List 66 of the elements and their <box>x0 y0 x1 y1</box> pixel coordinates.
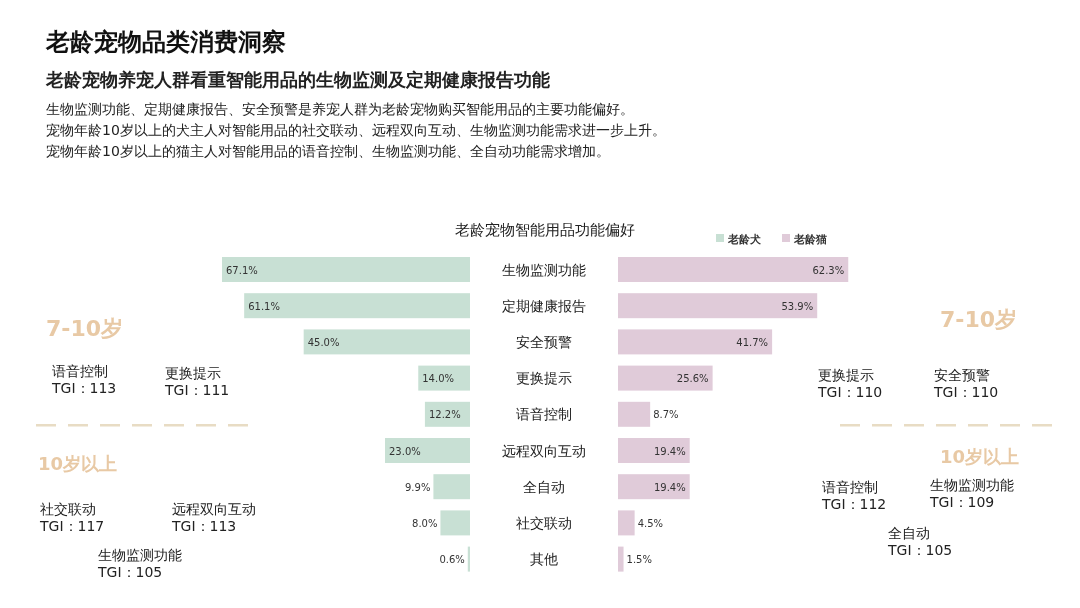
data-label: 41.7% <box>736 336 769 348</box>
data-label: 45.0% <box>307 336 340 348</box>
data-label: 8.7% <box>653 409 679 421</box>
text: 7-10岁 <box>940 307 1018 332</box>
y-tick-label: 语音控制 <box>516 406 572 423</box>
bar <box>618 257 849 282</box>
data-label: 67.1% <box>226 264 258 276</box>
text: 生物监测功能 TGI：105 <box>97 547 182 580</box>
y-tick-label: 远程双向互动 <box>502 442 586 459</box>
annotation: 更换提示 TGI：111 <box>164 365 230 398</box>
data-label: 14.0% <box>422 373 455 385</box>
bar <box>384 438 470 463</box>
data-label: 19.4% <box>653 445 686 457</box>
text: 宠物年龄10岁以上的犬主人对智能用品的社交联动、远程双向互动、生物监测功能需求进一步上升。 <box>46 122 666 138</box>
data-label: 9.9% <box>405 481 431 493</box>
text: 宠物年龄10岁以上的猫主人对智能用品的语音控制、生物监测功能、全自动功能需求增加。 <box>46 143 610 159</box>
bar <box>618 401 651 427</box>
text: 生物监测功能 TGI：109 <box>929 477 1014 510</box>
y-tick-label: 社交联动 <box>516 514 572 531</box>
bar <box>222 257 470 282</box>
bar <box>618 293 818 319</box>
text: 安全预警 TGI：110 <box>933 367 999 400</box>
bar <box>418 365 470 391</box>
data-label: 61.1% <box>248 300 280 312</box>
bar <box>618 438 690 463</box>
y-tick-label: 生物监测功能 <box>502 261 586 278</box>
bar <box>440 510 470 536</box>
data-label: 1.5% <box>626 554 652 566</box>
bar <box>303 329 470 355</box>
annotation: 语音控制 TGI：112 <box>821 479 887 512</box>
y-tick-label: 安全预警 <box>516 333 572 350</box>
bar <box>433 474 470 500</box>
y-tick-label: 其他 <box>530 551 558 568</box>
bar <box>244 293 470 319</box>
data-label: 4.5% <box>637 517 664 529</box>
text: 老龄宠物智能用品功能偏好 <box>455 221 635 239</box>
text: 10岁以上 <box>940 446 1020 467</box>
data-label: 62.3% <box>812 264 845 276</box>
y-tick-label: 定期健康报告 <box>502 297 586 314</box>
bar <box>618 510 635 536</box>
chart-title: 老龄宠物品类消费洞察 <box>45 28 286 56</box>
legend-label: 老龄猫 <box>793 233 827 246</box>
data-label: 0.6% <box>439 554 465 566</box>
legend-label: 老龄犬 <box>727 233 762 246</box>
bar <box>618 365 713 391</box>
bar <box>618 546 624 572</box>
text: 10岁以上 <box>38 453 118 474</box>
chart-subtitle: 老龄宠物养宠人群看重智能用品的生物监测及定期健康报告功能 <box>45 69 550 90</box>
text: 7-10岁 <box>46 316 124 341</box>
annotation: 远程双向互动 TGI：113 <box>171 501 256 534</box>
data-label: 53.9% <box>781 300 814 312</box>
bar <box>618 329 773 355</box>
y-tick-label: 更换提示 <box>516 370 572 387</box>
text: 语音控制 TGI：113 <box>51 363 117 396</box>
data-label: 8.0% <box>412 517 438 529</box>
data-label: 12.2% <box>428 409 461 421</box>
data-label: 23.0% <box>388 445 421 457</box>
y-tick-label: 全自动 <box>523 478 565 495</box>
annotation: 更换提示 TGI：110 <box>817 367 883 400</box>
bar <box>467 546 470 572</box>
data-label: 25.6% <box>676 373 709 385</box>
text: 全自动 TGI：105 <box>887 525 953 558</box>
text: 生物监测功能、定期健康报告、安全预警是养宠人群为老龄宠物购买智能用品的主要功能偏好。 <box>46 101 634 117</box>
bar <box>618 474 690 500</box>
text: 社交联动 TGI：117 <box>39 501 105 534</box>
data-label: 19.4% <box>653 481 686 493</box>
